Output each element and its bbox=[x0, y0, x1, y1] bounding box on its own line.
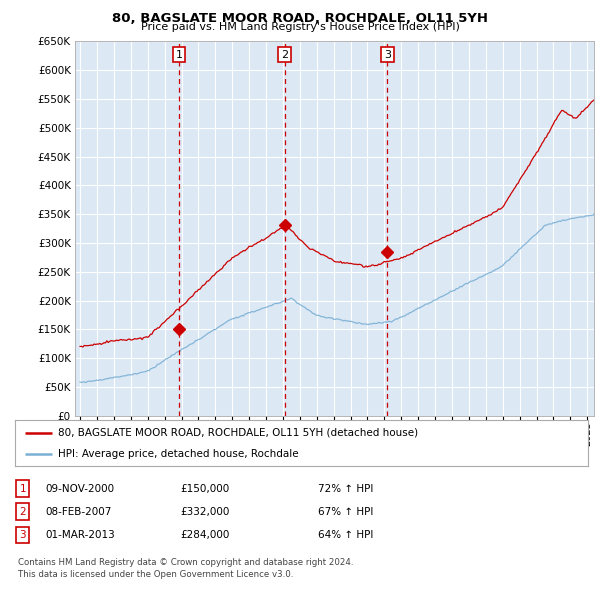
Text: 2: 2 bbox=[281, 50, 289, 60]
Text: 67% ↑ HPI: 67% ↑ HPI bbox=[318, 507, 373, 516]
Text: Contains HM Land Registry data © Crown copyright and database right 2024.: Contains HM Land Registry data © Crown c… bbox=[18, 558, 353, 567]
Text: £150,000: £150,000 bbox=[180, 484, 229, 493]
Text: £332,000: £332,000 bbox=[180, 507, 229, 516]
Text: 1: 1 bbox=[19, 484, 26, 493]
Text: This data is licensed under the Open Government Licence v3.0.: This data is licensed under the Open Gov… bbox=[18, 569, 293, 579]
Text: 01-MAR-2013: 01-MAR-2013 bbox=[45, 530, 115, 540]
Text: 72% ↑ HPI: 72% ↑ HPI bbox=[318, 484, 373, 493]
Text: 09-NOV-2000: 09-NOV-2000 bbox=[45, 484, 114, 493]
Text: 3: 3 bbox=[19, 530, 26, 540]
Text: HPI: Average price, detached house, Rochdale: HPI: Average price, detached house, Roch… bbox=[58, 448, 299, 458]
Text: 1: 1 bbox=[176, 50, 182, 60]
Text: Price paid vs. HM Land Registry's House Price Index (HPI): Price paid vs. HM Land Registry's House … bbox=[140, 22, 460, 32]
Text: 80, BAGSLATE MOOR ROAD, ROCHDALE, OL11 5YH: 80, BAGSLATE MOOR ROAD, ROCHDALE, OL11 5… bbox=[112, 12, 488, 25]
Text: 3: 3 bbox=[384, 50, 391, 60]
Text: £284,000: £284,000 bbox=[180, 530, 229, 540]
Text: 64% ↑ HPI: 64% ↑ HPI bbox=[318, 530, 373, 540]
Text: 08-FEB-2007: 08-FEB-2007 bbox=[45, 507, 112, 516]
Text: 80, BAGSLATE MOOR ROAD, ROCHDALE, OL11 5YH (detached house): 80, BAGSLATE MOOR ROAD, ROCHDALE, OL11 5… bbox=[58, 428, 418, 438]
Text: 2: 2 bbox=[19, 507, 26, 516]
